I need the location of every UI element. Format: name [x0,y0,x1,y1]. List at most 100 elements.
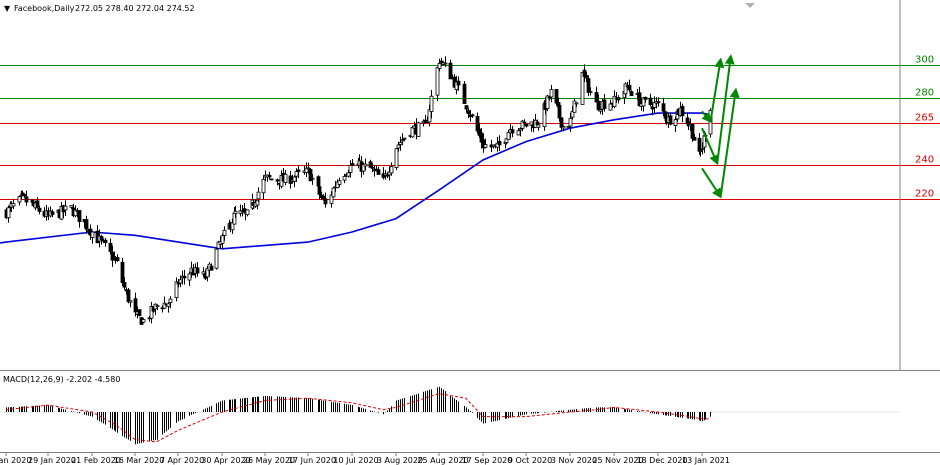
macd-label: MACD(12,26,9) -2.202 -4.580 [3,375,120,384]
candle-body [627,84,632,91]
x-tick-label: 16 Mar 2020 [114,456,165,465]
candle-body [182,275,187,279]
candle-body [108,242,113,252]
candle [137,309,142,317]
candle-body [37,207,42,212]
candle [275,178,280,186]
candle [586,75,591,97]
candle-body [518,128,523,131]
candle-body [402,137,407,140]
candle-body [557,104,562,119]
candle-body [195,267,200,274]
candle-body [370,166,375,169]
candle [557,102,562,122]
candle [443,56,448,68]
moving-average-line [0,112,711,250]
candle-body [363,163,368,167]
candle-body [329,194,334,204]
candle [402,137,407,142]
candle [363,158,368,171]
candle-body [294,171,299,177]
candle-body [598,109,603,112]
candle-body [133,298,138,313]
candle-body [661,103,666,112]
candle [245,209,250,217]
collapse-arrow-icon[interactable]: ▼ [4,4,11,13]
x-tick-label: 3 Nov 2020 [551,456,597,465]
candle [24,190,29,206]
candle-body [483,144,488,148]
candle [448,59,453,80]
candle [317,182,322,200]
candle-body [623,83,628,95]
candle-body [337,180,342,185]
candle [673,116,678,133]
x-tick-label: 13 Jan 2021 [682,456,730,465]
candle-body [602,99,607,110]
level-label-280: 280 [915,88,934,99]
candle-body [698,150,703,152]
candle [394,148,399,171]
candle [559,117,564,131]
candle-body [376,169,381,175]
candle-body [568,117,573,127]
candle-body [456,80,461,86]
candle [310,174,315,185]
symbol-label: Facebook,Daily [14,4,75,13]
candle [389,162,394,176]
candle [329,191,334,208]
candle [596,94,601,112]
x-tick-label: 3 Aug 2020 [377,456,423,465]
candle-body [209,265,214,271]
macd-signal-line [5,393,711,443]
candle [692,133,697,141]
candle-body [77,210,82,222]
candle-body [162,302,167,309]
candle [510,125,515,138]
projection-arrow-up [719,87,740,197]
candle-body [429,95,434,112]
candle-body [269,178,274,181]
candle-body [155,305,160,307]
projection-arrow-down [701,167,722,199]
candle-body [608,103,613,111]
candle-body [437,63,442,69]
candle-body [310,177,315,180]
scroll-marker-icon[interactable] [745,3,755,8]
candle [283,169,288,186]
candle-body [323,198,328,205]
candle-body [566,125,571,128]
candle [656,97,661,107]
macd-pane [0,386,900,445]
candle-body [400,139,405,142]
x-tick-label: 30 Apr 2020 [201,456,250,465]
candle [331,186,336,198]
candle [256,187,261,203]
x-tick-label: 25 Nov 2020 [592,456,643,465]
candle-body [443,62,448,65]
candle-body [137,309,142,317]
candle-body [629,91,634,96]
candle [623,82,628,98]
candle-body [464,105,469,110]
candle [337,177,342,187]
candle [470,113,475,118]
candle-body [20,192,25,195]
candle-body [648,97,653,105]
x-tick-label: 7 Apr 2020 [160,456,204,465]
candle-body [63,205,68,211]
candle-body [120,261,125,283]
x-tick-label: 17 Sep 2020 [462,456,513,465]
candle-body [126,289,131,303]
x-tick-label: 18 Dec 2020 [636,456,687,465]
candle [11,199,16,210]
candle-body [385,174,390,177]
candle [84,215,89,234]
candle [182,269,187,285]
candle-body [178,279,183,284]
candle [497,135,502,151]
level-label-265: 265 [915,113,934,124]
candle [462,81,467,104]
candle-body [342,176,347,181]
